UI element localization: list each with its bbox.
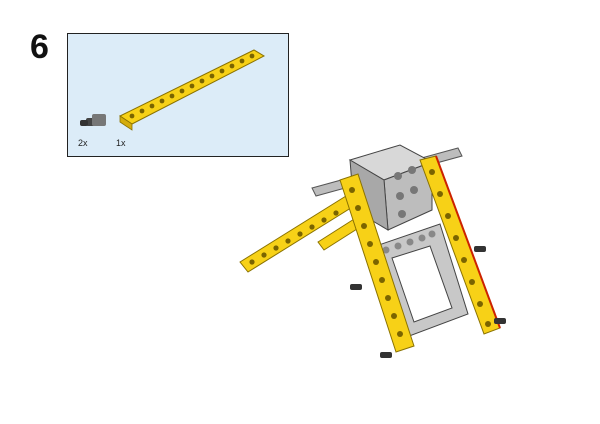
step-number: 6 — [30, 28, 49, 66]
axle-pin-icon — [80, 114, 106, 126]
right-vertical-beam — [419, 155, 501, 335]
yellow-beam-icon — [119, 49, 266, 131]
parts-callout: 2x 1x — [67, 33, 289, 157]
part-quantity-beam: 1x — [116, 138, 126, 148]
part-quantity-pin: 2x — [78, 138, 88, 148]
connector-pins — [350, 246, 506, 358]
parts-illustration — [80, 49, 266, 131]
left-vertical-beam — [339, 173, 415, 353]
